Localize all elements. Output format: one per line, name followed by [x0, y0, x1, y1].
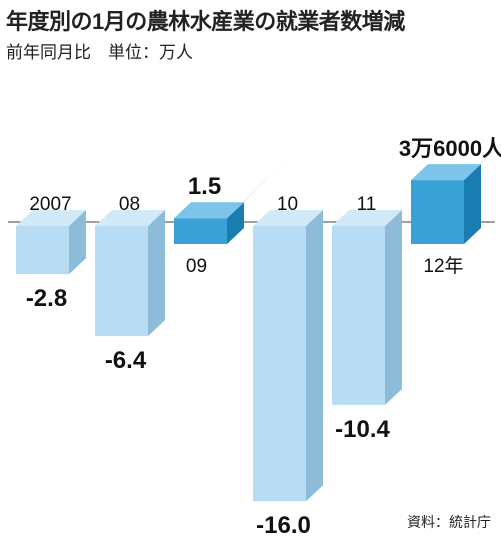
bar: [332, 210, 402, 405]
bar-top: [174, 202, 244, 219]
value-label: -6.4: [105, 347, 147, 374]
bar-side: [385, 210, 402, 405]
bar: [16, 210, 86, 275]
category-label: 09: [186, 256, 207, 277]
labels-group: -2.8 2007 -6.4 08 1.5 09 -16.0 10 -10.4 11 3万6000人…: [26, 136, 501, 539]
bar-front: [16, 226, 69, 275]
category-label: 2007: [29, 194, 71, 215]
value-label: -10.4: [335, 416, 390, 443]
bar-top: [411, 164, 481, 181]
category-label: 12年: [423, 255, 463, 277]
category-label: 08: [119, 194, 140, 215]
bar-side: [148, 210, 165, 337]
bar-front: [174, 218, 227, 244]
bar-side: [227, 202, 244, 244]
bar-side: [69, 210, 86, 275]
bar: [95, 210, 165, 337]
bar-front: [332, 226, 385, 405]
bar-shadow: [227, 132, 314, 219]
bars-group: [16, 164, 481, 502]
bar-top: [332, 210, 402, 226]
source-note: 資料：統計庁: [407, 514, 491, 530]
bar-side: [306, 210, 323, 502]
value-label: -2.8: [26, 285, 67, 312]
category-label: 11: [357, 194, 377, 215]
bar-top: [95, 210, 165, 226]
chart-subtitle: 前年同月比 単位：万人: [6, 43, 193, 62]
value-label: 3万6000人: [399, 136, 501, 161]
value-label: -16.0: [256, 512, 311, 539]
bar: [174, 202, 244, 244]
value-label: 1.5: [188, 173, 221, 200]
bar-top: [16, 210, 86, 226]
bar-front: [95, 226, 148, 337]
chart-title: 年度別の1月の農林水産業の就業者数増減: [6, 9, 405, 34]
bar-side: [464, 164, 481, 244]
bar: [253, 210, 323, 502]
bar-top: [253, 210, 323, 226]
bar: [411, 164, 481, 244]
category-label: 10: [277, 194, 298, 215]
bar-front: [411, 180, 464, 244]
bar-front: [253, 226, 306, 502]
